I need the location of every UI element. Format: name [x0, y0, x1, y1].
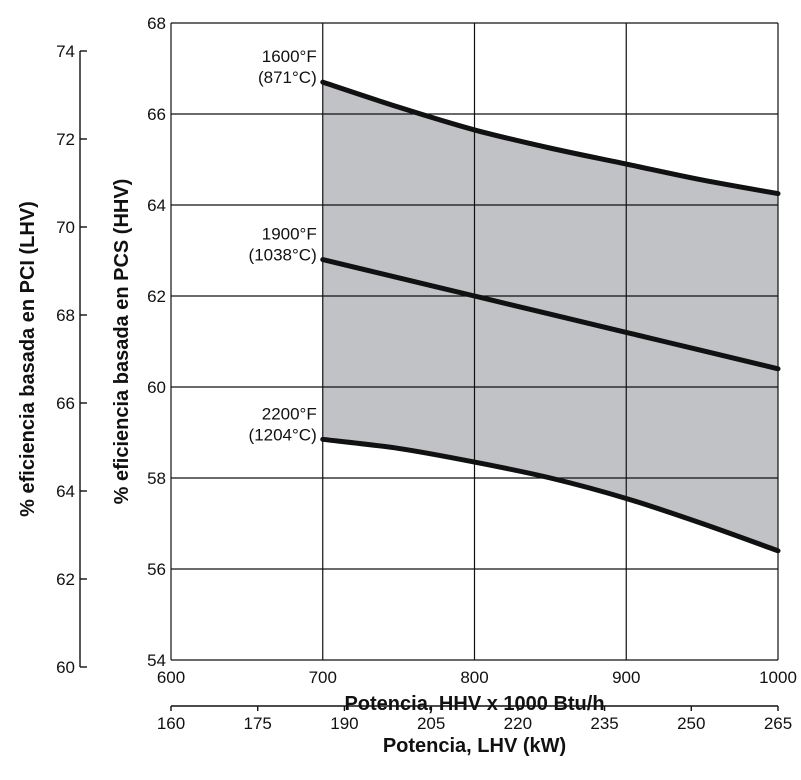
y-secondary-tick-60: 60 [56, 658, 75, 677]
y-secondary-tick-66: 66 [56, 394, 75, 413]
x-secondary-tick-265: 265 [764, 714, 792, 733]
x-secondary-tick-250: 250 [677, 714, 705, 733]
y-primary-tick-68: 68 [147, 14, 166, 33]
y-primary-tick-54: 54 [147, 651, 166, 670]
curve-label-2200°F-line1: 2200°F [262, 404, 317, 423]
y-primary-tick-64: 64 [147, 196, 166, 215]
labels-layer: 1600°F (871°C) 1900°F (1038°C) 2200°F (1204°C… [249, 47, 317, 444]
x-primary-tick-600: 600 [157, 668, 185, 687]
x-secondary-axis-title: Potencia, LHV (kW) [383, 735, 566, 757]
curve-2200°F [320, 436, 781, 554]
curve-label-1600°F-line2: (871°C) [258, 68, 317, 87]
x-secondary-tick-235: 235 [590, 714, 618, 733]
y-primary-tick-58: 58 [147, 469, 166, 488]
x-primary-axis-title: Potencia, HHV x 1000 Btu/h [344, 693, 604, 715]
y-secondary-axis-title: % eficiencia basada en PCI (LHV) [17, 201, 39, 517]
y-secondary-tick-72: 72 [56, 130, 75, 149]
y-secondary-tick-62: 62 [56, 570, 75, 589]
x-secondary-tick-205: 205 [417, 714, 445, 733]
curves-layer [320, 79, 781, 554]
curve-label-2200°F-line2: (1204°C) [249, 425, 317, 444]
y-secondary-tick-74: 74 [56, 42, 75, 61]
x-primary-tick-900: 900 [612, 668, 640, 687]
x-secondary-tick-160: 160 [157, 714, 185, 733]
y-secondary-tick-68: 68 [56, 306, 75, 325]
curve-1900°F [320, 257, 781, 372]
y-primary-tick-66: 66 [147, 105, 166, 124]
y-primary-tick-60: 60 [147, 378, 166, 397]
y-secondary-tick-70: 70 [56, 218, 75, 237]
curve-label-1900°F-line1: 1900°F [262, 225, 317, 244]
y-primary-tick-56: 56 [147, 560, 166, 579]
x-primary-tick-700: 700 [309, 668, 337, 687]
x-primary-tick-1000: 1000 [759, 668, 797, 687]
curve-1600°F [320, 79, 781, 197]
y-secondary-tick-64: 64 [56, 482, 75, 501]
x-secondary-tick-175: 175 [244, 714, 272, 733]
y-primary-tick-62: 62 [147, 287, 166, 306]
axes-layer: 54 56 58 60 62 64 66 68 600 700 800 900 1000 Potencia… [17, 14, 797, 757]
curve-label-1900°F-line2: (1038°C) [249, 246, 317, 265]
x-primary-tick-800: 800 [460, 668, 488, 687]
x-secondary-tick-190: 190 [330, 714, 358, 733]
x-secondary-tick-220: 220 [504, 714, 532, 733]
curve-label-1600°F-line1: 1600°F [262, 47, 317, 66]
y-primary-axis-title: % eficiencia basada en PCS (HHV) [111, 179, 133, 505]
